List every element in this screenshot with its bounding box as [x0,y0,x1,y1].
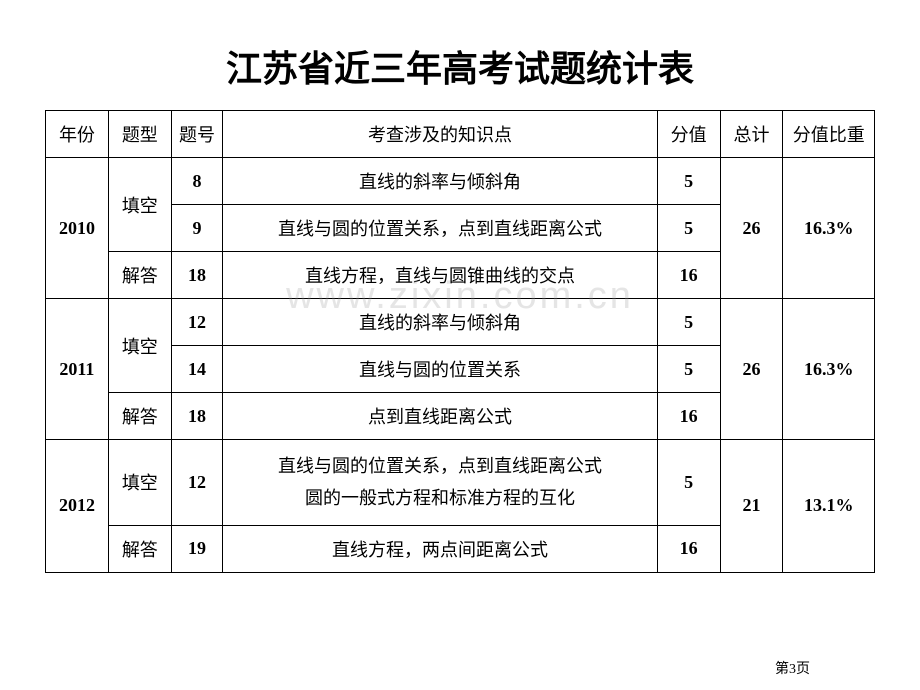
header-weight: 分值比重 [783,111,875,158]
num-cell: 19 [171,525,222,572]
header-num: 题号 [171,111,222,158]
topic-cell: 直线的斜率与倾斜角 [223,158,658,205]
table-header-row: 年份 题型 题号 考查涉及的知识点 分值 总计 分值比重 [46,111,875,158]
year-cell: 2012 [46,440,109,573]
type-cell: 填空 [108,158,171,252]
score-cell: 5 [657,346,720,393]
year-cell: 2011 [46,299,109,440]
weight-cell: 13.1% [783,440,875,573]
table-row: 2011 填空 12 直线的斜率与倾斜角 5 26 16.3% [46,299,875,346]
topic-cell: 直线方程，直线与圆锥曲线的交点 [223,252,658,299]
topic-cell: 直线的斜率与倾斜角 [223,299,658,346]
type-cell: 解答 [108,252,171,299]
total-cell: 26 [720,299,783,440]
score-cell: 5 [657,440,720,526]
topic-cell: 直线与圆的位置关系，点到直线距离公式 [223,205,658,252]
type-cell: 解答 [108,393,171,440]
topic-cell: 直线与圆的位置关系，点到直线距离公式 圆的一般式方程和标准方程的互化 [223,440,658,526]
table-row: 2012 填空 12 直线与圆的位置关系，点到直线距离公式 圆的一般式方程和标准… [46,440,875,526]
score-cell: 16 [657,252,720,299]
topic-cell: 直线方程，两点间距离公式 [223,525,658,572]
table-row: 2010 填空 8 直线的斜率与倾斜角 5 26 16.3% [46,158,875,205]
weight-cell: 16.3% [783,299,875,440]
header-year: 年份 [46,111,109,158]
total-cell: 21 [720,440,783,573]
weight-cell: 16.3% [783,158,875,299]
statistics-table: 年份 题型 题号 考查涉及的知识点 分值 总计 分值比重 2010 填空 8 直… [45,110,875,573]
page-title: 江苏省近三年高考试题统计表 [45,40,875,92]
topic-cell: 直线与圆的位置关系 [223,346,658,393]
num-cell: 12 [171,299,222,346]
num-cell: 18 [171,393,222,440]
page-container: 江苏省近三年高考试题统计表 年份 题型 题号 考查涉及的知识点 分值 总计 分值… [0,0,920,593]
page-number: 第3页 [775,658,810,678]
total-cell: 26 [720,158,783,299]
score-cell: 5 [657,205,720,252]
num-cell: 8 [171,158,222,205]
type-cell: 填空 [108,440,171,526]
score-cell: 5 [657,158,720,205]
score-cell: 5 [657,299,720,346]
num-cell: 9 [171,205,222,252]
topic-line: 圆的一般式方程和标准方程的互化 [227,482,653,514]
num-cell: 14 [171,346,222,393]
header-type: 题型 [108,111,171,158]
topic-line: 直线与圆的位置关系，点到直线距离公式 [227,450,653,482]
header-topic: 考查涉及的知识点 [223,111,658,158]
topic-cell: 点到直线距离公式 [223,393,658,440]
header-score: 分值 [657,111,720,158]
num-cell: 12 [171,440,222,526]
year-cell: 2010 [46,158,109,299]
num-cell: 18 [171,252,222,299]
header-total: 总计 [720,111,783,158]
score-cell: 16 [657,525,720,572]
type-cell: 解答 [108,525,171,572]
type-cell: 填空 [108,299,171,393]
score-cell: 16 [657,393,720,440]
